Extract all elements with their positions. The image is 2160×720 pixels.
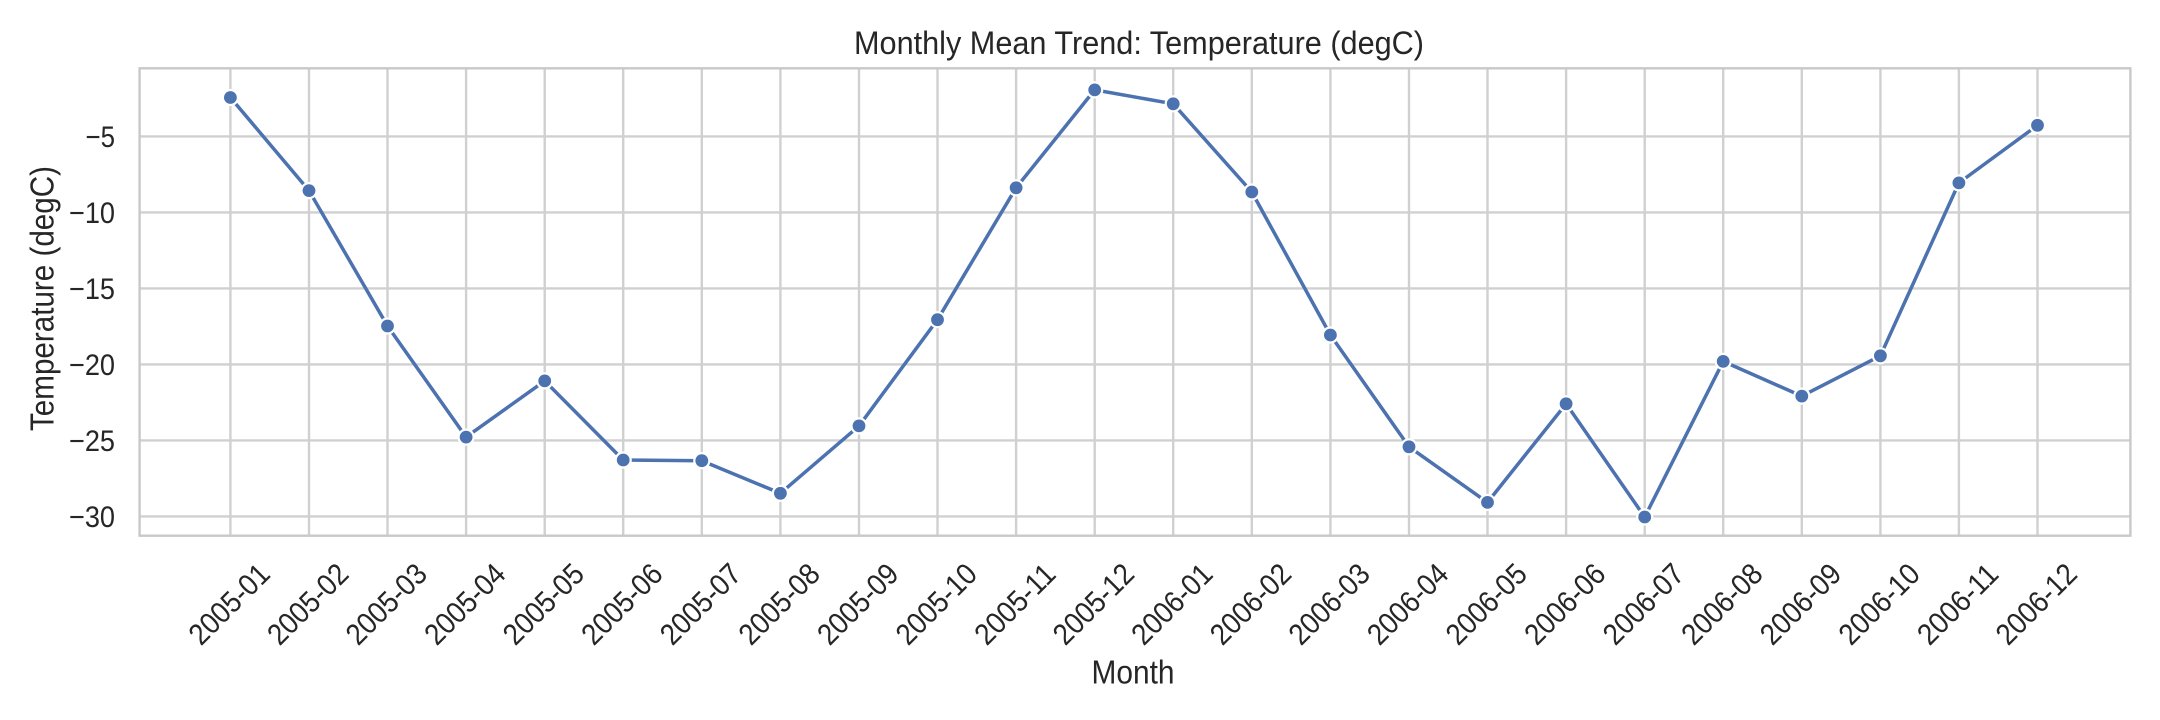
svg-text:Temperature (degC): Temperature (degC): [24, 166, 61, 431]
svg-text:Month: Month: [1092, 654, 1175, 691]
svg-text:−25: −25: [69, 425, 115, 458]
svg-text:−10: −10: [69, 197, 115, 230]
svg-text:Monthly Mean Trend: Temperatur: Monthly Mean Trend: Temperature (degC): [854, 25, 1424, 61]
svg-text:−15: −15: [69, 273, 115, 306]
svg-text:−5: −5: [86, 121, 116, 154]
svg-text:−20: −20: [69, 349, 115, 382]
svg-text:−30: −30: [69, 501, 115, 534]
